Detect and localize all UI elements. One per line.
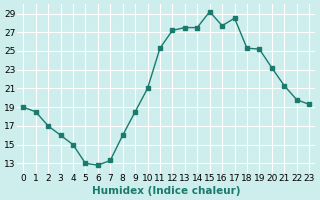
X-axis label: Humidex (Indice chaleur): Humidex (Indice chaleur) (92, 186, 240, 196)
